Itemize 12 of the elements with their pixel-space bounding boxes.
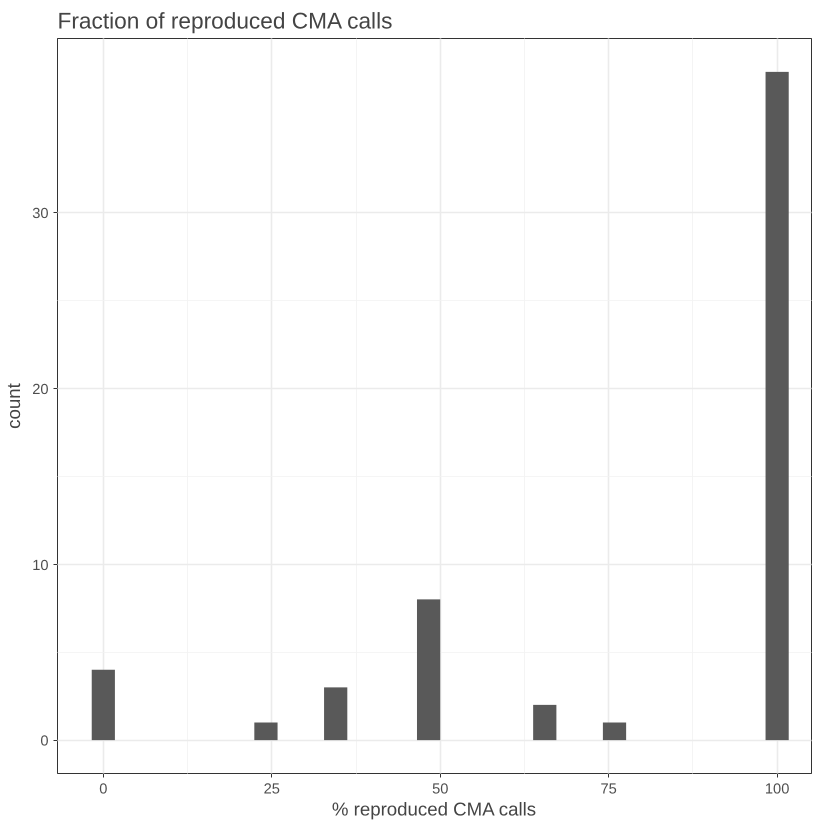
chart-title: Fraction of reproduced CMA calls xyxy=(58,8,392,34)
x-tick-label: 25 xyxy=(264,782,280,798)
y-tick-label: 20 xyxy=(32,382,49,398)
y-tick-label: 0 xyxy=(40,734,49,750)
x-tick-label: 100 xyxy=(764,782,790,798)
y-tick-label: 30 xyxy=(32,206,49,222)
x-tick-label: 50 xyxy=(432,782,448,798)
y-tick-label: 10 xyxy=(32,558,49,574)
x-axis-title: % reproduced CMA calls xyxy=(332,798,536,820)
x-tick-label: 0 xyxy=(99,782,108,798)
y-axis-title: count xyxy=(3,382,24,429)
x-tick-label: 75 xyxy=(600,782,617,798)
